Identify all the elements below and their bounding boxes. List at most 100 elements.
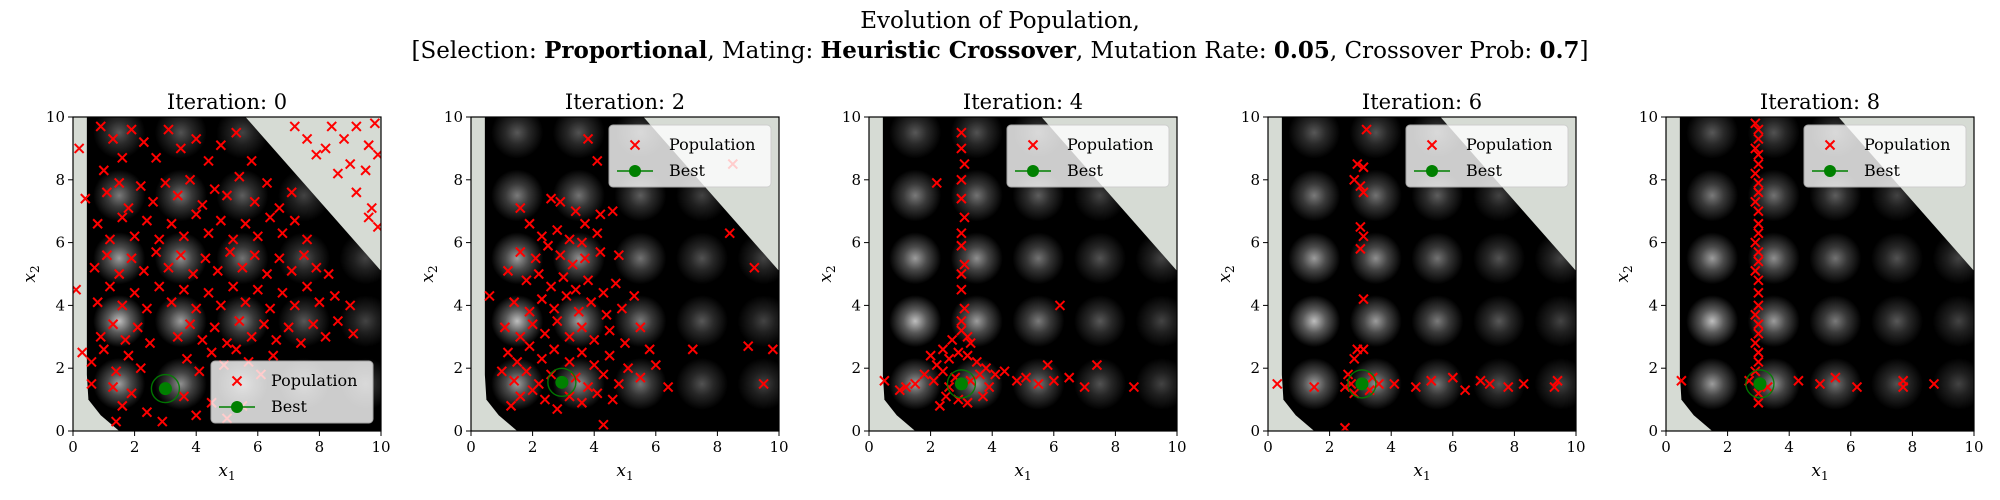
y-tick-label: 0 xyxy=(453,422,463,440)
legend-population-marker xyxy=(629,139,641,151)
legend-population-marker xyxy=(1824,139,1836,151)
population-marker xyxy=(107,133,119,145)
peak-blob xyxy=(1411,232,1464,285)
population-marker xyxy=(956,127,967,138)
population-marker xyxy=(959,303,970,314)
population-marker xyxy=(588,359,600,371)
population-marker xyxy=(117,152,128,164)
population-marker xyxy=(1063,372,1075,383)
x-tick-label: 0 xyxy=(1263,438,1273,456)
peak-blob xyxy=(889,232,942,285)
population-marker xyxy=(289,121,300,132)
x-tick-label: 10 xyxy=(1566,438,1585,456)
population-marker xyxy=(962,397,973,408)
population-marker xyxy=(351,187,362,198)
population-marker xyxy=(1753,133,1764,145)
population-marker xyxy=(314,297,325,308)
population-marker xyxy=(629,290,640,302)
population-marker xyxy=(227,234,239,245)
population-marker xyxy=(126,388,137,399)
population-marker xyxy=(1753,218,1764,229)
population-marker xyxy=(1349,388,1360,399)
population-marker xyxy=(956,284,967,295)
population-marker xyxy=(344,300,356,311)
peak-blob xyxy=(737,295,779,348)
mating-label: , Mating: xyxy=(707,38,821,64)
population-marker xyxy=(576,397,588,408)
population-marker xyxy=(289,300,300,311)
legend-population-label: Population xyxy=(1067,135,1153,154)
population-marker xyxy=(98,165,110,176)
population-marker xyxy=(595,209,606,220)
population-marker xyxy=(613,378,625,390)
population-marker xyxy=(237,262,248,273)
y-axis-label: x2 xyxy=(418,265,440,282)
population-marker xyxy=(240,297,251,308)
population-marker xyxy=(320,143,331,154)
population-marker xyxy=(724,227,735,239)
population-marker xyxy=(363,212,374,223)
peak-blob xyxy=(676,232,728,285)
population-marker xyxy=(758,378,769,390)
y-tick-label: 8 xyxy=(1648,171,1658,189)
population-marker xyxy=(1753,187,1764,198)
population-marker xyxy=(95,331,106,343)
population-marker xyxy=(687,344,698,355)
y-tick-label: 2 xyxy=(1250,359,1260,377)
y-tick-label: 10 xyxy=(1639,108,1658,126)
population-marker xyxy=(1793,375,1804,386)
population-marker xyxy=(338,133,350,145)
population-marker xyxy=(332,315,344,327)
population-marker xyxy=(246,155,257,167)
population-marker xyxy=(320,331,331,343)
population-marker xyxy=(1358,293,1369,305)
population-marker xyxy=(555,196,566,207)
peak-blob xyxy=(93,117,146,159)
population-marker xyxy=(194,366,205,377)
x-tick-label: 10 xyxy=(769,438,788,456)
population-marker xyxy=(264,212,276,223)
peak-blob xyxy=(889,117,942,159)
crossover-label: , Crossover Prob: xyxy=(1329,38,1540,64)
peak-blob xyxy=(1809,295,1862,348)
best-halo xyxy=(547,367,577,398)
population-marker xyxy=(289,215,300,226)
population-marker xyxy=(126,124,137,135)
x-tick-label: 0 xyxy=(864,438,874,456)
peak-blob xyxy=(1473,357,1525,410)
population-marker xyxy=(77,347,88,358)
peak-blob xyxy=(1871,357,1923,410)
x-tick-label: 2 xyxy=(1723,438,1733,456)
population-marker xyxy=(92,218,103,229)
y-tick-label: 10 xyxy=(46,108,65,126)
y-tick-label: 8 xyxy=(453,171,463,189)
population-marker xyxy=(1054,300,1066,311)
population-marker xyxy=(742,341,754,352)
population-marker xyxy=(261,268,273,280)
population-marker xyxy=(184,174,196,186)
population-marker xyxy=(592,155,603,167)
population-marker xyxy=(1361,124,1372,135)
y-tick-label: 10 xyxy=(444,108,463,126)
x-tick-label: 2 xyxy=(528,438,538,456)
peak-blob xyxy=(1871,232,1923,285)
population-layer xyxy=(484,133,779,430)
axes-frame xyxy=(1267,116,1577,432)
axes-frame xyxy=(1665,116,1975,432)
population-marker xyxy=(117,212,128,223)
population-marker xyxy=(301,133,313,145)
x-tick-label: 2 xyxy=(926,438,936,456)
population-marker xyxy=(107,319,119,330)
population-marker xyxy=(943,353,955,364)
y-tick-label: 10 xyxy=(1241,108,1260,126)
peak-blob xyxy=(1135,295,1177,348)
peak-blob xyxy=(676,295,728,348)
population-marker xyxy=(1753,319,1764,330)
population-marker xyxy=(252,231,264,242)
population-marker xyxy=(1048,375,1060,386)
peak-blob xyxy=(154,357,207,410)
population-marker xyxy=(264,303,276,314)
population-layer xyxy=(1272,124,1563,431)
peak-blob xyxy=(614,232,667,285)
